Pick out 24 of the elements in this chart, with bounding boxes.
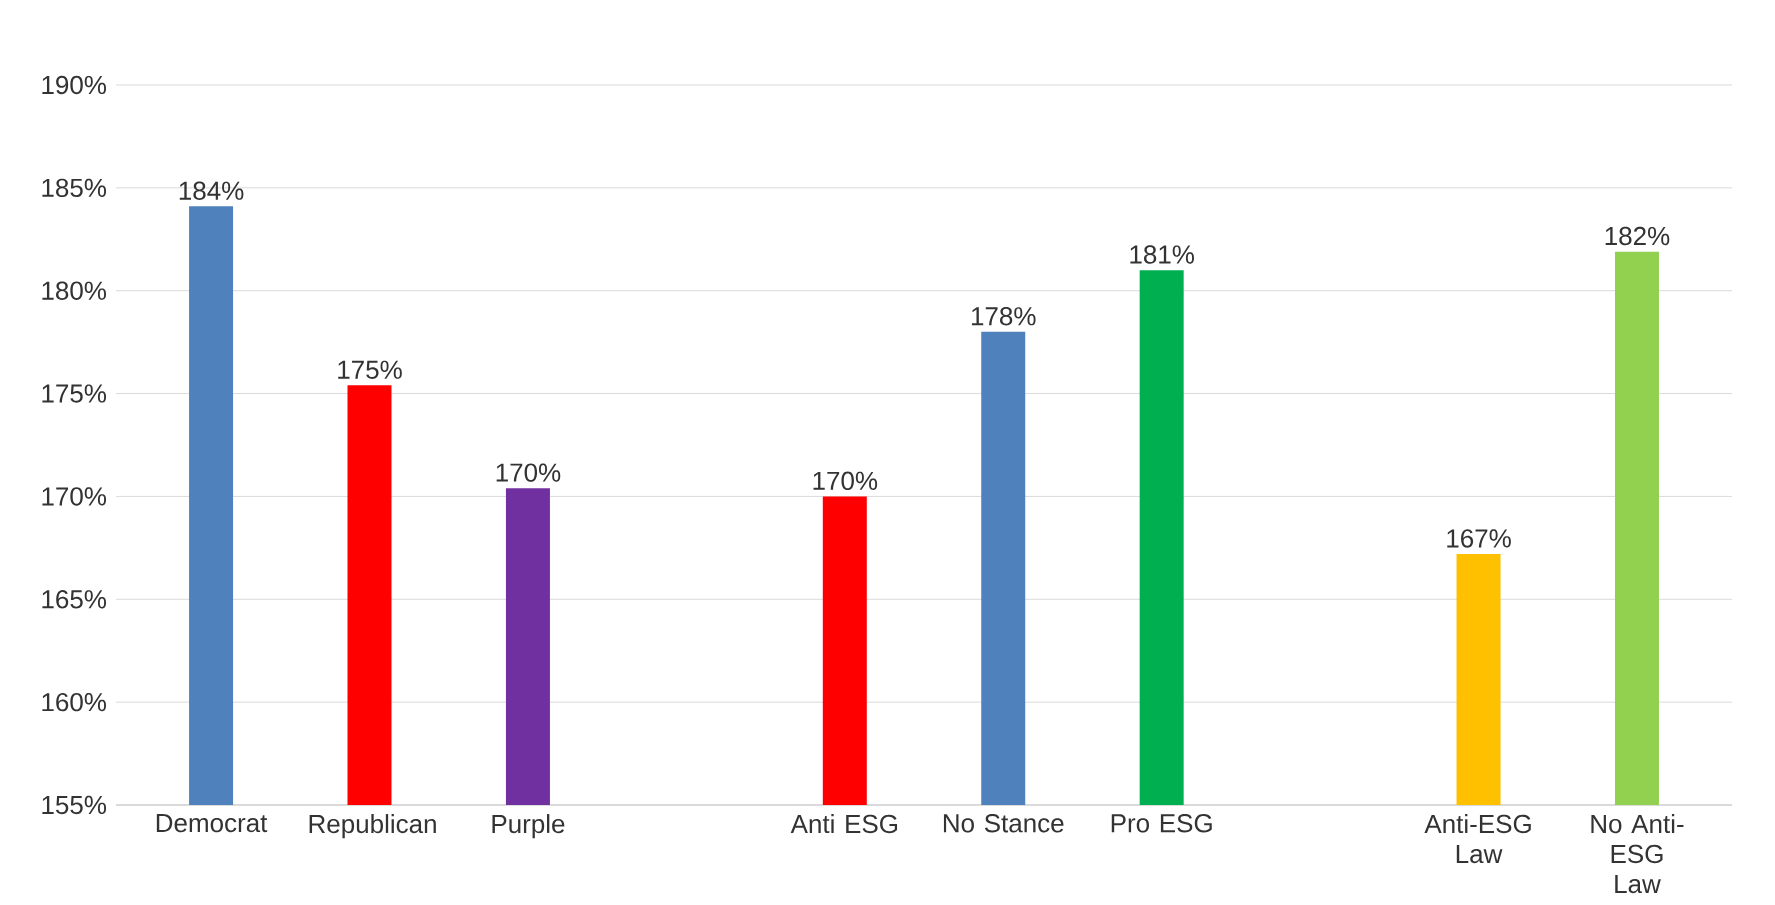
- y-tick-label: 165%: [42, 590, 107, 609]
- y-tick-label: 180%: [42, 281, 107, 300]
- x-tick-label: Purple: [492, 814, 565, 839]
- y-tick-label: 170%: [42, 487, 107, 506]
- data-label: 178%: [971, 307, 1036, 326]
- x-tick-label: Pro ESG: [1111, 814, 1212, 833]
- x-tick-label: No Anti-ESG Law: [1591, 814, 1684, 894]
- data-label: 170%: [813, 471, 878, 491]
- data-label: 181%: [1130, 245, 1194, 264]
- data-label: 170%: [496, 463, 561, 482]
- x-tick-label: Anti ESG: [790, 814, 898, 834]
- x-tick-label: Anti-ESG Law: [1424, 814, 1531, 864]
- data-label: 167%: [1447, 529, 1511, 548]
- x-tick-label: No Stance: [943, 814, 1064, 833]
- y-tick-label: 175%: [42, 384, 107, 403]
- x-tick-label: Republican: [309, 814, 436, 839]
- y-tick-label: 190%: [42, 75, 107, 95]
- data-label: 182%: [1605, 226, 1670, 246]
- y-tick-label: 155%: [42, 795, 107, 815]
- data-label: 184%: [179, 181, 244, 200]
- x-tick-label: Democrat: [156, 814, 268, 833]
- data-label: 175%: [338, 360, 402, 379]
- y-tick-label: 160%: [42, 692, 107, 712]
- y-tick-label: 185%: [42, 178, 107, 198]
